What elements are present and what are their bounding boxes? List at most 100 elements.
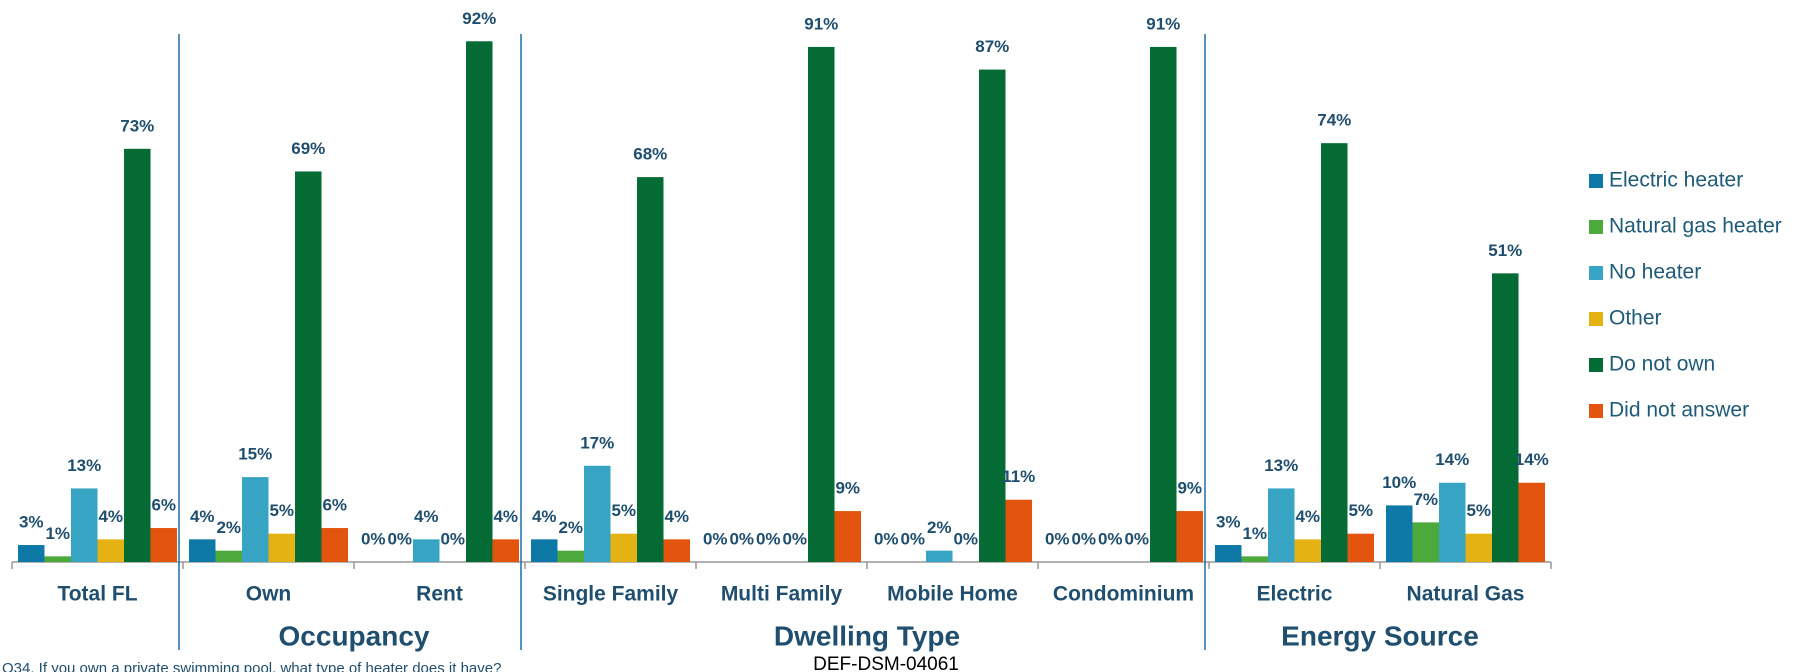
- bar: [124, 148, 151, 562]
- bar: [1214, 545, 1242, 562]
- bar: [557, 550, 584, 562]
- data-label: 91%: [1146, 14, 1180, 33]
- data-label: 17%: [580, 433, 614, 452]
- data-label: 0%: [1124, 529, 1149, 548]
- bar: [808, 46, 835, 562]
- data-label: 0%: [782, 529, 807, 548]
- data-label: 11%: [1002, 467, 1035, 486]
- data-label: 5%: [1466, 501, 1491, 520]
- bar: [1176, 511, 1204, 562]
- data-label: 4%: [532, 507, 557, 526]
- data-label: 5%: [1348, 501, 1373, 520]
- data-label: 0%: [440, 529, 465, 548]
- data-label: 13%: [1264, 456, 1298, 475]
- bar: [1150, 46, 1177, 562]
- x-tick-label: Condominium: [1053, 583, 1194, 606]
- data-label: 0%: [1045, 529, 1070, 548]
- data-label: 9%: [1177, 479, 1202, 498]
- bar: [466, 41, 493, 562]
- bar: [295, 171, 322, 562]
- data-label: 1%: [1242, 524, 1267, 543]
- bar: [1385, 505, 1413, 562]
- group-label: Energy Source: [1281, 620, 1479, 651]
- group-label: Occupancy: [279, 620, 430, 651]
- legend-swatch: [1589, 220, 1603, 234]
- legend-label: Do not own: [1609, 353, 1715, 376]
- legend-label: Other: [1609, 307, 1662, 330]
- data-label: 74%: [1317, 111, 1351, 130]
- data-label: 6%: [322, 496, 347, 515]
- x-tick-label: Mobile Home: [887, 583, 1018, 606]
- data-label: 5%: [611, 501, 636, 520]
- legend-label: Natural gas heater: [1609, 215, 1782, 238]
- legend-label: Did not answer: [1609, 399, 1749, 422]
- x-tick-label: Single Family: [543, 583, 679, 606]
- legend-swatch: [1589, 174, 1603, 188]
- bar: [492, 539, 520, 562]
- data-label: 1%: [45, 524, 70, 543]
- data-label: 73%: [120, 116, 154, 135]
- data-label: 0%: [729, 529, 754, 548]
- data-label: 5%: [269, 501, 294, 520]
- legend-label: Electric heater: [1609, 169, 1743, 192]
- bar: [215, 550, 242, 562]
- data-label: 14%: [1435, 450, 1469, 469]
- bar: [583, 465, 611, 562]
- data-label: 10%: [1382, 473, 1416, 492]
- data-label: 3%: [1216, 513, 1241, 532]
- data-label: 0%: [703, 529, 728, 548]
- bar: [268, 533, 296, 562]
- x-tick-label: Total FL: [57, 583, 137, 606]
- data-label: 4%: [1295, 507, 1320, 526]
- data-label: 13%: [67, 456, 101, 475]
- data-label: 4%: [493, 507, 518, 526]
- legend-swatch: [1589, 266, 1603, 280]
- data-label: 2%: [927, 518, 952, 537]
- data-label: 0%: [874, 529, 899, 548]
- bar: [1321, 143, 1348, 562]
- bar: [70, 488, 98, 562]
- x-tick-label: Electric: [1257, 583, 1333, 606]
- data-label: 68%: [633, 145, 667, 164]
- data-label: 92%: [462, 9, 496, 28]
- bar: [979, 69, 1006, 562]
- document-id: DEF-DSM-04061: [813, 654, 959, 672]
- bar: [610, 533, 638, 562]
- legend-swatch: [1589, 312, 1603, 326]
- bar: [925, 550, 953, 562]
- bar: [1347, 533, 1375, 562]
- bar: [321, 528, 349, 562]
- data-label: 2%: [216, 518, 241, 537]
- bar: [1241, 556, 1268, 562]
- data-label: 4%: [98, 507, 123, 526]
- bar: [1412, 522, 1439, 562]
- bar: [188, 539, 216, 562]
- data-label: 91%: [804, 14, 838, 33]
- data-label: 0%: [756, 529, 781, 548]
- bar: [1005, 499, 1033, 562]
- data-label: 14%: [1515, 450, 1549, 469]
- bar: [530, 539, 558, 562]
- x-tick-label: Own: [246, 583, 292, 606]
- data-label: 4%: [664, 507, 689, 526]
- bar: [17, 545, 45, 562]
- data-label: 7%: [1413, 490, 1438, 509]
- data-label: 9%: [835, 479, 860, 498]
- bar: [1267, 488, 1295, 562]
- bar: [412, 539, 440, 562]
- data-label: 3%: [19, 513, 44, 532]
- data-label: 0%: [1071, 529, 1096, 548]
- data-label: 0%: [1098, 529, 1123, 548]
- bar: [1465, 533, 1493, 562]
- data-label: 0%: [900, 529, 925, 548]
- data-label: 6%: [151, 496, 176, 515]
- bar: [241, 477, 269, 562]
- bar: [1492, 273, 1519, 562]
- legend-swatch: [1589, 358, 1603, 372]
- data-label: 4%: [190, 507, 215, 526]
- data-label: 0%: [387, 529, 412, 548]
- bar: [97, 539, 125, 562]
- data-label: 69%: [291, 139, 325, 158]
- data-label: 2%: [558, 518, 583, 537]
- data-label: 4%: [414, 507, 439, 526]
